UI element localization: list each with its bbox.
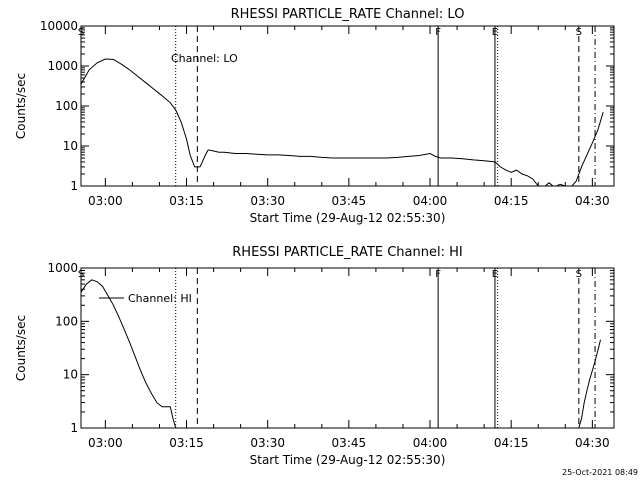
y-tick-label: 1000 (47, 261, 78, 275)
x-axis-label: Start Time (29-Aug-12 02:55:30) (250, 453, 446, 467)
legend-label: Channel: HI (128, 292, 192, 305)
x-tick-label: 03:15 (169, 194, 204, 208)
lo-channel-panel: RHESSI PARTICLE_RATE Channel: LO Counts/s… (14, 7, 615, 225)
x-tick-label: 04:15 (494, 194, 529, 208)
event-marker-label: S (576, 269, 582, 280)
x-tick-label: 04:15 (494, 436, 529, 450)
chart-title: RHESSI PARTICLE_RATE Channel: HI (232, 245, 462, 260)
x-axis-label: Start Time (29-Aug-12 02:55:30) (250, 211, 446, 225)
x-tick-label: 04:00 (413, 436, 448, 450)
y-tick-label: 10 (63, 139, 78, 153)
series-line (81, 58, 604, 186)
y-tick-label: 1000 (47, 59, 78, 73)
y-axis-label: Counts/sec (14, 73, 28, 139)
y-tick-label: 10 (63, 368, 78, 382)
x-tick-label: 04:00 (413, 194, 448, 208)
x-tick-label: 03:45 (332, 436, 367, 450)
y-tick-label: 1 (70, 179, 78, 193)
event-marker-label: F (435, 269, 441, 280)
event-marker-label: E (492, 27, 498, 38)
x-tick-label: 04:30 (575, 436, 610, 450)
y-axis-label: Counts/sec (14, 315, 28, 381)
y-tick-label: 100 (55, 314, 78, 328)
x-tick-label: 03:15 (169, 436, 204, 450)
x-tick-label: 04:30 (575, 194, 610, 208)
y-tick-label: 1 (70, 421, 78, 435)
series-line (578, 339, 601, 428)
x-tick-label: 03:45 (332, 194, 367, 208)
plot-frame (80, 267, 615, 429)
y-tick-label: 10000 (40, 19, 78, 33)
x-tick-label: 03:00 (88, 194, 123, 208)
y-tick-label: 100 (55, 99, 78, 113)
x-tick-label: 03:30 (250, 194, 285, 208)
footer-timestamp: 25-Oct-2021 08:49 (562, 468, 638, 477)
hi-channel-panel: RHESSI PARTICLE_RATE Channel: HI Counts/s… (14, 245, 615, 467)
series-line (81, 279, 177, 428)
legend-label: Channel: LO (171, 52, 238, 65)
x-tick-label: 03:30 (250, 436, 285, 450)
event-marker-label: F (435, 27, 441, 38)
plot-frame (80, 25, 615, 187)
x-tick-label: 03:00 (88, 436, 123, 450)
event-marker-label: S (576, 27, 582, 38)
chart-title: RHESSI PARTICLE_RATE Channel: LO (231, 7, 465, 22)
event-marker-label: E (492, 269, 498, 280)
